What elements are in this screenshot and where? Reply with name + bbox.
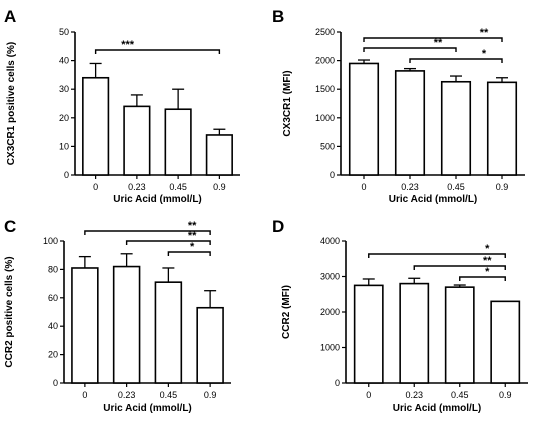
x-axis-label: Uric Acid (mmol/L): [389, 194, 478, 205]
bar: [490, 300, 521, 384]
x-tick-label: 0.23: [128, 182, 146, 192]
y-tick-label: 50: [59, 27, 69, 37]
y-tick-label: 60: [48, 293, 58, 303]
significance-label: **: [188, 220, 197, 232]
significance-bracket: [368, 253, 506, 258]
x-tick-label: 0.23: [118, 390, 136, 400]
x-tick-label: 0.9: [204, 390, 217, 400]
bar: [196, 306, 224, 384]
x-tick-label: 0: [361, 182, 366, 192]
significance-label: **: [434, 37, 443, 49]
bar: [71, 267, 99, 384]
bar: [82, 76, 110, 176]
y-tick-label: 0: [53, 378, 58, 388]
y-tick-label: 0: [64, 170, 69, 180]
x-tick-label: 0.23: [405, 390, 423, 400]
bar: [112, 265, 141, 384]
x-tick-label: 0.45: [447, 182, 465, 192]
bar: [399, 282, 430, 384]
x-tick-label: 0.23: [401, 182, 419, 192]
x-tick-label: 0.45: [160, 390, 178, 400]
y-tick-label: 1000: [320, 343, 340, 353]
y-tick-label: 30: [59, 84, 69, 94]
panel-label: D: [272, 217, 284, 236]
x-tick-label: 0.45: [169, 182, 187, 192]
significance-bracket: [125, 240, 211, 245]
y-tick-label: 40: [48, 321, 58, 331]
significance-label: *: [190, 241, 195, 253]
chart-panel-a: A 0 10 20 30 40 50 0 0.23 0.45 0.9 *** Uric Acid (mm…: [4, 7, 240, 205]
x-tick-label: 0.9: [496, 182, 509, 192]
y-tick-label: 4000: [320, 236, 340, 246]
significance-bracket: [94, 49, 221, 54]
y-tick-label: 80: [48, 264, 58, 274]
significance-bracket: [363, 37, 503, 42]
x-tick-label: 0.9: [213, 182, 226, 192]
y-axis-label: CX3CR1 (MFI): [282, 70, 293, 136]
significance-bracket: [409, 58, 503, 63]
y-tick-label: 100: [43, 236, 58, 246]
x-axis-label: Uric Acid (mmol/L): [393, 403, 482, 414]
bar: [164, 108, 192, 176]
x-axis-label: Uric Acid (mmol/L): [103, 403, 192, 414]
significance-label: *: [482, 48, 487, 60]
bar: [353, 284, 384, 384]
x-tick-label: 0.45: [451, 390, 469, 400]
significance-bracket: [167, 251, 211, 256]
panel-label: B: [272, 7, 284, 26]
significance-label: **: [188, 230, 197, 242]
y-tick-label: 20: [48, 350, 58, 360]
bar: [440, 80, 472, 176]
significance-bracket: [363, 47, 457, 52]
y-tick-label: 10: [59, 141, 69, 151]
bar: [154, 281, 183, 384]
bar: [123, 105, 151, 176]
bar: [486, 81, 518, 176]
y-tick-label: 500: [320, 141, 335, 151]
x-tick-label: 0: [366, 390, 371, 400]
y-tick-label: 2000: [315, 56, 335, 66]
x-tick-label: 0: [82, 390, 87, 400]
significance-label: ***: [121, 39, 135, 51]
x-tick-label: 0: [93, 182, 98, 192]
significance-bracket: [84, 230, 211, 235]
panel-label: A: [4, 7, 16, 26]
y-tick-label: 40: [59, 56, 69, 66]
bar: [348, 62, 380, 176]
y-axis-label: CX3CR1 positive cells (%): [6, 42, 17, 165]
y-axis-label: CCR2 positive cells (%): [4, 256, 15, 367]
y-tick-label: 2500: [315, 27, 335, 37]
panel-label: C: [4, 217, 16, 236]
y-tick-label: 20: [59, 113, 69, 123]
significance-label: **: [480, 27, 489, 39]
y-tick-label: 0: [335, 378, 340, 388]
significance-bracket: [459, 276, 506, 281]
significance-label: *: [485, 266, 490, 278]
y-tick-label: 0: [330, 170, 335, 180]
x-axis-label: Uric Acid (mmol/L): [113, 194, 202, 205]
bar: [394, 70, 426, 176]
y-tick-label: 1500: [315, 84, 335, 94]
y-tick-label: 2000: [320, 307, 340, 317]
x-tick-label: 0.9: [499, 390, 512, 400]
bar: [205, 134, 233, 176]
y-tick-label: 3000: [320, 272, 340, 282]
significance-label: **: [483, 255, 492, 267]
y-axis-label: CCR2 (MFI): [281, 285, 292, 339]
y-tick-label: 1000: [315, 113, 335, 123]
significance-label: *: [485, 243, 490, 255]
significance-bracket: [413, 265, 506, 270]
bar: [444, 286, 475, 384]
